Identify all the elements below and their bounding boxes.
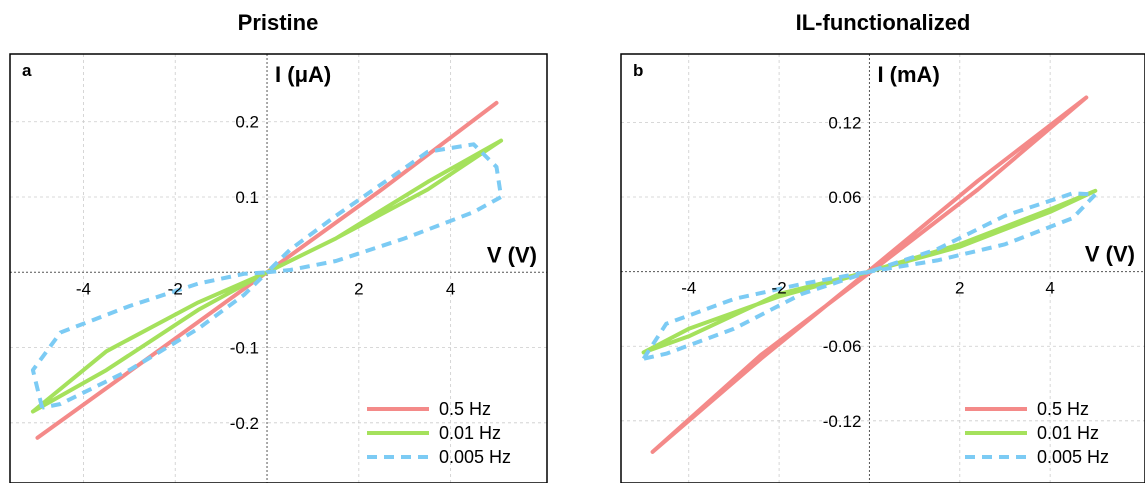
- grid: [621, 54, 1145, 483]
- chart-title: IL-functionalized: [796, 10, 971, 35]
- legend: 0.5 Hz 0.01 Hz 0.005 Hz: [367, 399, 511, 467]
- y-tick-label: -0.06: [823, 337, 862, 356]
- y-tick-label: 0.06: [828, 188, 861, 207]
- series-line-0-01-hz: [641, 188, 1098, 355]
- y-tick-label: 0.2: [235, 113, 259, 132]
- x-tick-label: -2: [168, 279, 183, 298]
- legend-label: 0.5 Hz: [439, 399, 491, 419]
- legend-label: 0.005 Hz: [439, 447, 511, 467]
- y-tick-label: 0.12: [828, 113, 861, 132]
- y-tick-label: -0.12: [823, 412, 862, 431]
- plot-frame: [620, 53, 1145, 483]
- series-line-0-005-hz: [641, 191, 1098, 361]
- series-group: [641, 95, 1098, 454]
- x-tick-label: 2: [354, 279, 363, 298]
- x-axis-label: V (V): [1085, 242, 1135, 267]
- panel-pristine: Pristine a I (μA) V (V) -4 -2 2 4 0.2 0.1 -0.1 -0.2…: [9, 10, 548, 483]
- legend-label: 0.005 Hz: [1037, 447, 1109, 467]
- legend-label: 0.5 Hz: [1037, 399, 1089, 419]
- panel-label: b: [633, 61, 643, 80]
- y-axis-label: I (mA): [877, 62, 939, 87]
- x-tick-label: 4: [1045, 279, 1054, 298]
- series-line-0-01-hz: [30, 138, 504, 414]
- grid: [10, 54, 547, 483]
- legend-label: 0.01 Hz: [439, 423, 501, 443]
- y-tick-label: 0.1: [235, 188, 259, 207]
- panel-label: a: [22, 61, 32, 80]
- x-tick-label: 2: [955, 279, 964, 298]
- x-tick-label: 4: [446, 279, 455, 298]
- legend-label: 0.01 Hz: [1037, 423, 1099, 443]
- series-line-0-005-hz: [30, 142, 504, 410]
- y-tick-label: -0.2: [230, 414, 259, 433]
- y-tick-label: -0.1: [230, 339, 259, 358]
- panel-il-functionalized: IL-functionalized b I (mA) V (V) -4 -2 2 4 0.12 0…: [620, 10, 1145, 483]
- chart-title: Pristine: [238, 10, 319, 35]
- plot-frame: [9, 53, 548, 483]
- x-axis-label: V (V): [487, 242, 537, 267]
- x-tick-label: -4: [76, 279, 91, 298]
- x-tick-label: -2: [772, 279, 787, 298]
- series-line-0-5-hz: [650, 95, 1089, 454]
- y-axis-label: I (μA): [275, 62, 331, 87]
- series-group: [30, 100, 504, 440]
- legend: 0.5 Hz 0.01 Hz 0.005 Hz: [965, 399, 1109, 467]
- series-line-0-5-hz: [35, 100, 499, 440]
- x-tick-label: -4: [681, 279, 696, 298]
